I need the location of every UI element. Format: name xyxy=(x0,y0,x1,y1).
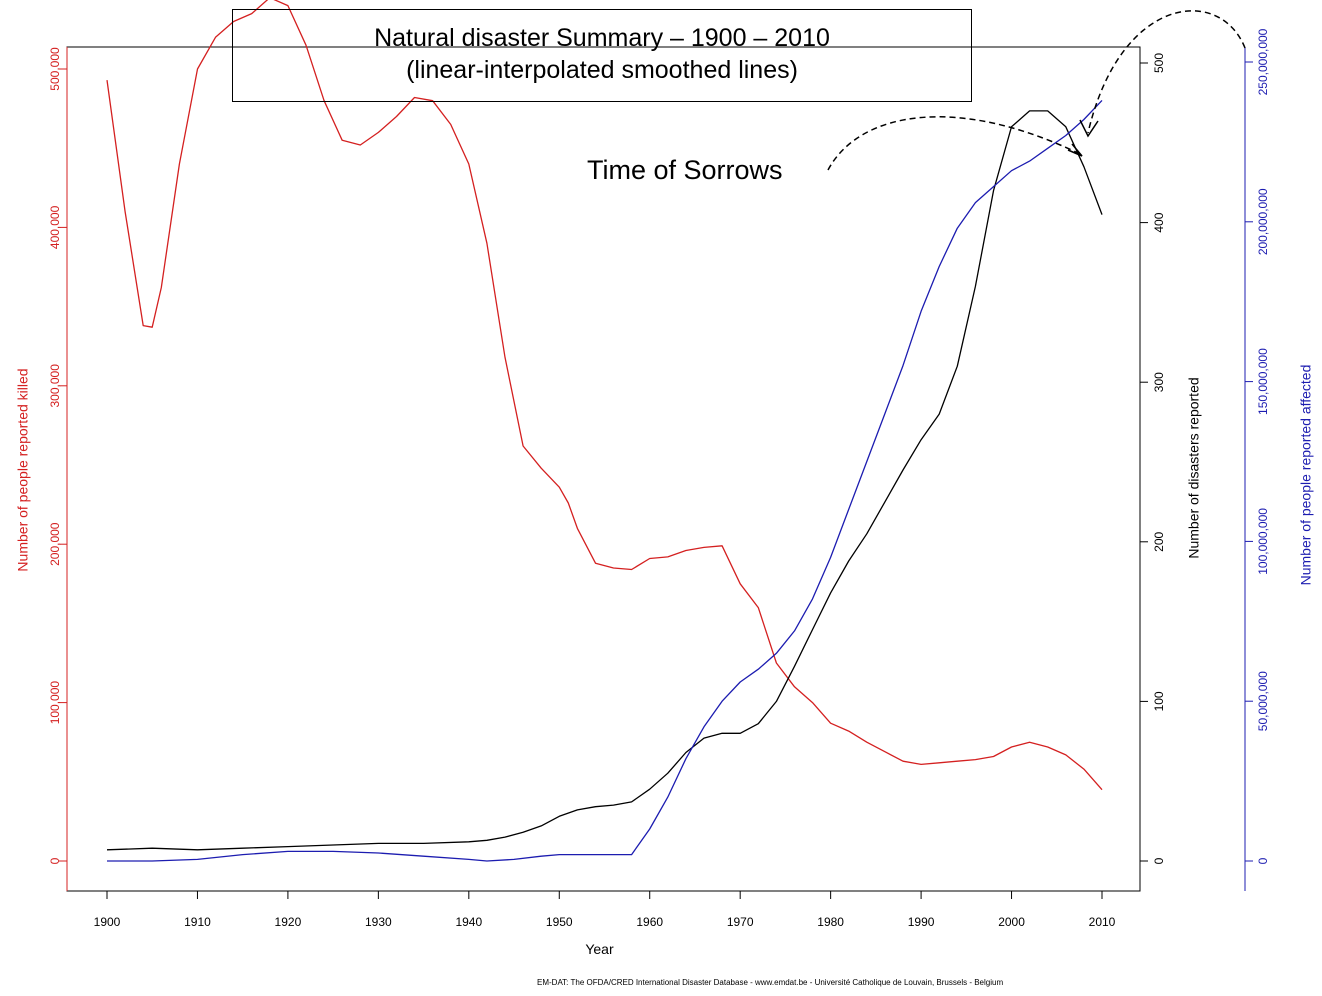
x-tick-label: 1960 xyxy=(636,915,663,929)
affected-tick-label: 50,000,000 xyxy=(1256,671,1270,731)
reported-tick-label: 0 xyxy=(1152,857,1166,864)
killed-tick-label: 500,000 xyxy=(48,47,62,91)
chart-subtitle: (linear-interpolated smoothed lines) xyxy=(406,56,798,84)
annotation-arrows xyxy=(827,10,1246,171)
x-tick-label: 2000 xyxy=(998,915,1025,929)
x-tick-label: 1970 xyxy=(727,915,754,929)
killed-tick-label: 200,000 xyxy=(48,522,62,566)
x-tick-label: 1930 xyxy=(365,915,392,929)
reported-axis-title: Number of disasters reported xyxy=(1186,377,1202,558)
reported-tick-label: 100 xyxy=(1152,691,1166,711)
affected-tick-label: 150,000,000 xyxy=(1256,348,1270,415)
reported-tick-label: 300 xyxy=(1152,372,1166,392)
affected-series-line xyxy=(107,99,1103,862)
reported-series-line xyxy=(106,110,1103,851)
reported-tick-label: 400 xyxy=(1152,212,1166,232)
source-credit: EM-DAT: The OFDA/CRED International Disa… xyxy=(537,978,1004,987)
x-tick-label: 1950 xyxy=(546,915,573,929)
affected-axis-title: Number of people reported affected xyxy=(1298,365,1314,586)
chart-title: Natural disaster Summary – 1900 – 2010 xyxy=(374,24,830,52)
killed-tick-label: 400,000 xyxy=(48,205,62,249)
annotation-arrow-curve-2 xyxy=(1087,10,1246,134)
killed-tick-label: 0 xyxy=(48,857,62,864)
reported-axis: 0 100 200 300 400 500 Number of disasters repo… xyxy=(1139,53,1202,864)
x-tick-label: 1900 xyxy=(94,915,121,929)
x-axis-title: Year xyxy=(585,941,614,957)
annotation-arrow-head xyxy=(1067,143,1083,157)
x-tick-label: 2010 xyxy=(1089,915,1116,929)
x-tick-label: 1980 xyxy=(817,915,844,929)
killed-tick-label: 100,000 xyxy=(48,681,62,725)
affected-tick-label: 0 xyxy=(1256,857,1270,864)
annotation-arrow-curve xyxy=(827,116,1083,171)
x-axis: 1900 1910 1920 1930 1940 1950 1960 1970 1980 1990… xyxy=(94,890,1116,957)
reported-tick-label: 200 xyxy=(1152,531,1166,551)
chart-title-box: Natural disaster Summary – 1900 – 2010 (… xyxy=(232,9,972,102)
x-tick-label: 1990 xyxy=(908,915,935,929)
killed-axis-title: Number of people reported killed xyxy=(15,368,31,571)
x-tick-label: 1920 xyxy=(275,915,302,929)
affected-axis: 0 50,000,000 100,000,000 150,000,000 200,000… xyxy=(1244,28,1314,891)
affected-tick-label: 200,000,000 xyxy=(1256,188,1270,255)
killed-tick-label: 300,000 xyxy=(48,364,62,408)
series-lines xyxy=(106,0,1103,862)
annotation-label: Time of Sorrows xyxy=(587,155,783,185)
killed-axis: 0 100,000 200,000 300,000 400,000 500,000 Numb… xyxy=(15,47,68,891)
annotation-arrow-head-2 xyxy=(1079,119,1099,138)
killed-series-line xyxy=(106,0,1103,791)
affected-tick-label: 100,000,000 xyxy=(1256,508,1270,575)
x-tick-label: 1940 xyxy=(455,915,482,929)
x-tick-label: 1910 xyxy=(184,915,211,929)
affected-tick-label: 250,000,000 xyxy=(1256,28,1270,95)
reported-tick-label: 500 xyxy=(1152,53,1166,73)
